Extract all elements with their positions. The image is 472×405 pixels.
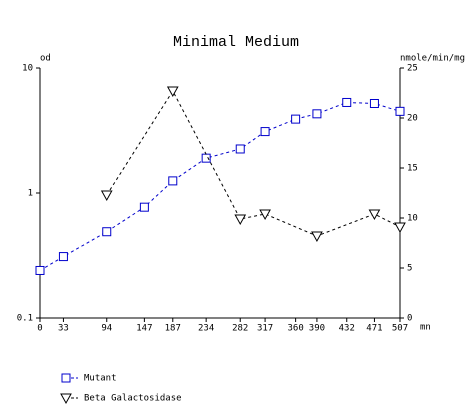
data-point	[139, 202, 149, 212]
x-tick-label: 147	[136, 324, 152, 334]
chart-title: Minimal Medium	[173, 34, 299, 51]
x-tick-label: 471	[366, 324, 382, 334]
y2-tick-label: 15	[407, 164, 418, 174]
x-tick-label: 0	[37, 324, 42, 334]
data-point	[235, 144, 245, 154]
data-point	[259, 209, 271, 221]
y2-axis-label: nmole/min/mg	[400, 54, 465, 64]
y2-tick-label: 10	[407, 214, 418, 224]
x-tick-label: 432	[339, 324, 355, 334]
x-tick-label: 94	[101, 324, 112, 334]
series-line	[39, 101, 401, 271]
y-tick-label: 0.1	[17, 314, 33, 324]
x-tick-label: 234	[198, 324, 214, 334]
data-point	[100, 190, 113, 202]
data-point	[394, 222, 406, 234]
x-tick-label: 33	[58, 324, 69, 334]
legend-marker	[60, 393, 72, 405]
y-tick-label: 10	[22, 64, 33, 74]
x-tick-label: 282	[232, 324, 248, 334]
series-line	[106, 90, 401, 237]
data-point	[58, 252, 68, 262]
y-axis-label: od	[40, 54, 51, 64]
data-point	[395, 106, 405, 116]
x-tick-label: 187	[165, 324, 181, 334]
data-point	[168, 176, 178, 186]
data-point	[312, 109, 322, 119]
x-axis-label: mn	[420, 323, 431, 333]
data-point	[291, 114, 301, 124]
y2-tick-label: 5	[407, 264, 412, 274]
x-tick-label: 390	[309, 324, 325, 334]
y2-tick-label: 20	[407, 114, 418, 124]
x-tick-label: 507	[392, 324, 408, 334]
legend-label: Beta Galactosidase	[84, 394, 182, 404]
data-point	[201, 153, 211, 163]
y2-tick-label: 25	[407, 64, 418, 74]
data-point	[234, 214, 247, 226]
data-point	[368, 209, 381, 221]
data-point	[342, 97, 352, 107]
y2-tick-label: 0	[407, 314, 412, 324]
data-point	[166, 86, 179, 98]
data-point	[369, 98, 379, 108]
data-point	[102, 227, 112, 237]
data-point	[35, 265, 45, 275]
x-tick-label: 317	[257, 324, 273, 334]
x-tick-label: 360	[287, 324, 303, 334]
data-point	[260, 127, 270, 137]
legend-marker	[61, 373, 71, 383]
y-tick-label: 1	[28, 189, 33, 199]
data-point	[311, 231, 323, 243]
legend-label: Mutant	[84, 374, 117, 384]
